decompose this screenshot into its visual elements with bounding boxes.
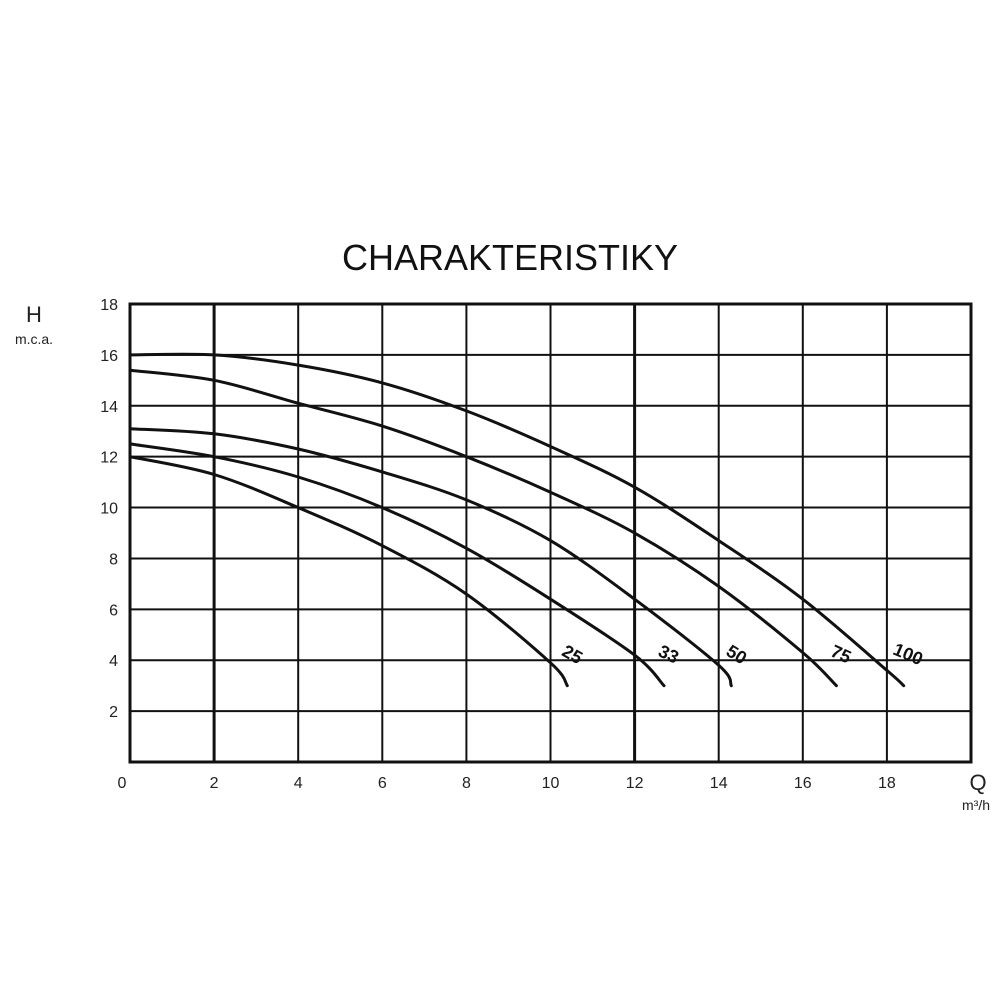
x-tick-label: 18	[878, 775, 896, 792]
x-tick-label: 6	[378, 775, 387, 792]
y-tick-label: 14	[100, 399, 118, 416]
x-tick-label: 16	[794, 775, 812, 792]
y-tick-label: 2	[109, 704, 118, 721]
x-tick-label: 0	[118, 775, 127, 792]
x-tick-label: 10	[542, 775, 560, 792]
curve-labels: 25 33 50 75 100	[559, 639, 926, 669]
x-tick-label: 14	[710, 775, 728, 792]
y-tick-label: 8	[109, 551, 118, 568]
x-tick-label: 4	[294, 775, 303, 792]
y-tick-label: 4	[109, 653, 118, 670]
pump-curve-100	[128, 352, 906, 688]
y-tick-label: 12	[100, 450, 118, 467]
grid-lines	[128, 302, 973, 764]
x-tick-label: 12	[626, 775, 644, 792]
y-axis-label: H	[26, 302, 42, 327]
pump-curve-50	[128, 427, 733, 688]
x-axis-label: Q	[969, 770, 986, 795]
x-tick-label: 8	[462, 775, 471, 792]
chart-title: CHARAKTERISTIKY	[342, 237, 678, 278]
curve-label-75: 75	[828, 641, 855, 668]
pump-curve-33	[128, 442, 666, 688]
curve-label-50: 50	[723, 641, 751, 669]
tick-labels: 0 2 4 6 8 10 12 14 16 18 2 4 6 8 10 12 14 16 18	[100, 297, 896, 792]
x-axis-unit: m³/h	[962, 797, 990, 813]
curve-label-100: 100	[890, 639, 925, 669]
pump-curve-75	[128, 368, 838, 688]
y-axis-unit: m.c.a.	[15, 331, 53, 347]
curve-label-33: 33	[655, 641, 682, 668]
curve-label-25: 25	[559, 641, 586, 668]
x-tick-label: 2	[210, 775, 219, 792]
y-tick-label: 18	[100, 297, 118, 314]
pump-curves	[128, 352, 906, 688]
y-tick-label: 16	[100, 348, 118, 365]
y-tick-label: 10	[100, 501, 118, 518]
y-tick-label: 6	[109, 602, 118, 619]
pump-curve-25	[128, 455, 569, 688]
